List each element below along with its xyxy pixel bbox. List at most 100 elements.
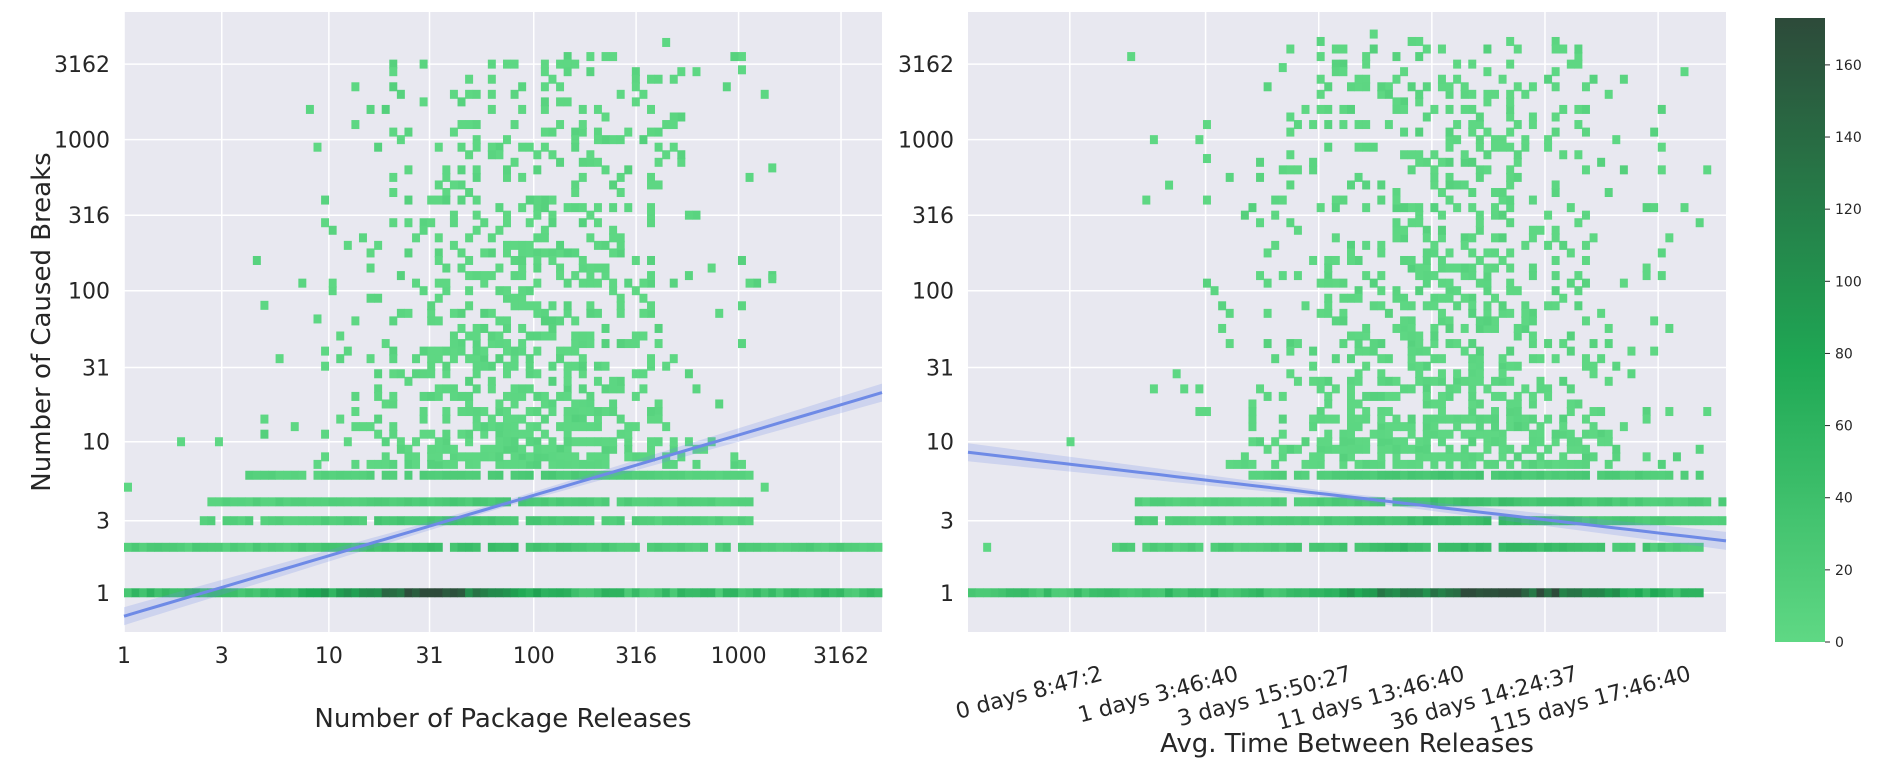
hist-cell bbox=[540, 142, 549, 152]
hist-cell bbox=[647, 516, 655, 526]
hist-cell bbox=[601, 361, 610, 371]
hist-cell bbox=[798, 588, 807, 598]
hist-cell bbox=[1339, 470, 1348, 480]
hist-cell bbox=[1225, 459, 1234, 469]
hist-cell bbox=[275, 516, 284, 526]
hist-cell bbox=[586, 67, 595, 77]
hist-cell bbox=[503, 293, 511, 303]
hist-cell bbox=[487, 89, 496, 99]
hist-cell bbox=[1430, 429, 1439, 439]
hist-cell bbox=[1354, 459, 1363, 469]
hist-cell bbox=[1475, 218, 1484, 228]
hist-cell bbox=[593, 203, 602, 213]
hist-cell bbox=[472, 369, 481, 379]
hist-cell bbox=[1642, 452, 1651, 462]
hist-cell bbox=[1513, 422, 1522, 432]
hist-cell bbox=[1604, 89, 1613, 99]
hist-cell bbox=[1415, 346, 1424, 356]
hist-cell bbox=[631, 255, 640, 265]
hist-cell bbox=[1377, 516, 1386, 526]
hist-cell bbox=[1240, 459, 1249, 469]
hist-cell bbox=[609, 516, 618, 526]
hist-cell bbox=[404, 127, 413, 137]
hist-cell bbox=[487, 588, 496, 598]
hist-cell bbox=[578, 369, 587, 379]
hist-cell bbox=[654, 157, 663, 167]
hist-cell bbox=[268, 588, 276, 598]
hist-cell bbox=[343, 497, 352, 507]
hist-cell bbox=[434, 346, 443, 356]
hist-cell bbox=[1604, 376, 1613, 386]
hist-cell bbox=[1134, 516, 1143, 526]
hist-cell bbox=[647, 407, 655, 417]
hist-cell bbox=[1566, 542, 1575, 552]
hist-cell bbox=[1354, 588, 1363, 598]
hist-cell bbox=[1316, 497, 1325, 507]
hist-cell bbox=[1521, 497, 1530, 507]
hist-cell bbox=[1566, 384, 1575, 394]
hist-cell bbox=[722, 82, 731, 92]
hist-cell bbox=[1475, 278, 1484, 288]
hist-cell bbox=[1551, 301, 1560, 311]
hist-cell bbox=[442, 429, 451, 439]
hist-cell bbox=[1627, 470, 1636, 480]
hist-cell bbox=[1672, 497, 1681, 507]
hist-cell bbox=[1392, 218, 1401, 228]
hist-cell bbox=[1566, 331, 1575, 341]
hist-cell bbox=[571, 399, 580, 409]
hist-cell bbox=[381, 437, 390, 447]
hist-cell bbox=[487, 361, 496, 371]
hist-cell bbox=[669, 354, 678, 364]
hist-cell bbox=[427, 459, 436, 469]
hist-cell bbox=[1589, 407, 1598, 417]
hist-cell bbox=[1528, 82, 1537, 92]
hist-cell bbox=[1528, 271, 1537, 281]
hist-cell bbox=[1248, 437, 1257, 447]
hist-cell bbox=[1445, 391, 1454, 401]
hist-cell bbox=[1392, 323, 1401, 333]
hist-cell bbox=[1430, 516, 1439, 526]
hist-cell bbox=[1581, 255, 1590, 265]
hist-cell bbox=[260, 414, 269, 424]
hist-cell bbox=[601, 542, 610, 552]
hist-cell bbox=[533, 203, 542, 213]
hist-cell bbox=[1316, 542, 1325, 552]
hist-cell bbox=[586, 516, 595, 526]
hist-cell bbox=[449, 180, 458, 190]
hist-cell bbox=[396, 497, 405, 507]
hist-cell bbox=[609, 248, 618, 258]
hist-cell bbox=[457, 180, 466, 190]
hist-cell bbox=[1551, 112, 1560, 122]
hist-cell bbox=[1589, 361, 1598, 371]
hist-cell bbox=[730, 497, 739, 507]
hist-cell bbox=[1362, 437, 1371, 447]
hist-cell bbox=[631, 470, 640, 480]
hist-cell bbox=[593, 308, 602, 318]
hist-cell bbox=[692, 470, 701, 480]
hist-cell bbox=[1422, 278, 1431, 288]
hist-cell bbox=[1309, 165, 1318, 175]
hist-cell bbox=[1566, 516, 1575, 526]
hist-cell bbox=[631, 391, 640, 401]
hist-cell bbox=[609, 470, 618, 480]
hist-cell bbox=[866, 588, 875, 598]
hist-cell bbox=[768, 163, 777, 173]
hist-cell bbox=[540, 203, 549, 213]
hist-cell bbox=[548, 588, 557, 598]
hist-cell bbox=[472, 195, 481, 205]
hist-cell bbox=[449, 444, 458, 454]
hist-cell bbox=[1460, 323, 1469, 333]
hist-cell bbox=[1400, 225, 1409, 235]
hist-cell bbox=[1354, 497, 1363, 507]
colorbar-tick-label: 120 bbox=[1835, 202, 1862, 218]
hist-cell bbox=[571, 331, 580, 341]
hist-cell bbox=[1339, 67, 1348, 77]
hist-cell bbox=[669, 142, 678, 152]
hist-cell bbox=[351, 391, 360, 401]
hist-cell bbox=[472, 323, 481, 333]
hist-cell bbox=[518, 452, 527, 462]
hist-cell bbox=[1369, 391, 1378, 401]
hist-cell bbox=[1347, 391, 1355, 401]
